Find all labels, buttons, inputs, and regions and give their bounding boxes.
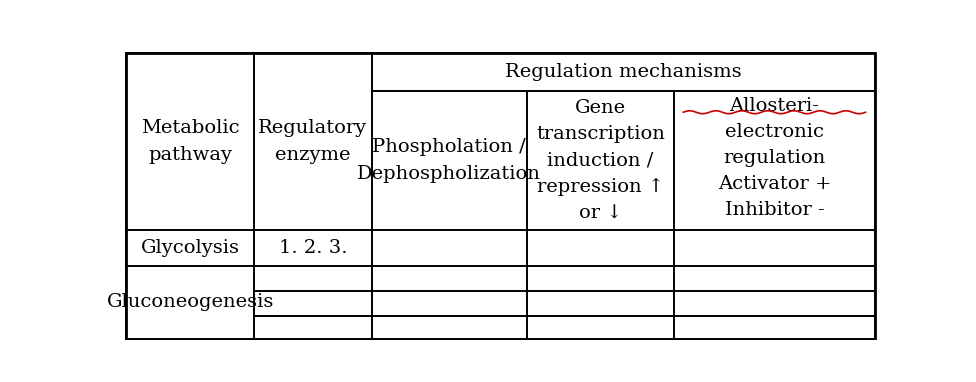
Text: Glycolysis: Glycolysis (141, 239, 239, 257)
Text: Regulatory
enzyme: Regulatory enzyme (259, 119, 368, 163)
Text: regulation: regulation (723, 149, 826, 167)
Text: Phospholation /
Dephospholization: Phospholation / Dephospholization (357, 138, 541, 183)
Text: Allosteri-: Allosteri- (729, 97, 819, 115)
Text: Gene
transcription
induction /
repression ↑
or ↓: Gene transcription induction / repressio… (536, 99, 665, 222)
Text: Regulation mechanisms: Regulation mechanisms (505, 63, 742, 81)
Text: Gluconeogenesis: Gluconeogenesis (106, 293, 273, 311)
Text: Activator +: Activator + (717, 175, 832, 193)
Text: electronic: electronic (725, 123, 824, 141)
Text: Metabolic
pathway: Metabolic pathway (141, 119, 239, 163)
Text: 1. 2. 3.: 1. 2. 3. (279, 239, 347, 257)
Text: Inhibitor -: Inhibitor - (724, 201, 824, 219)
